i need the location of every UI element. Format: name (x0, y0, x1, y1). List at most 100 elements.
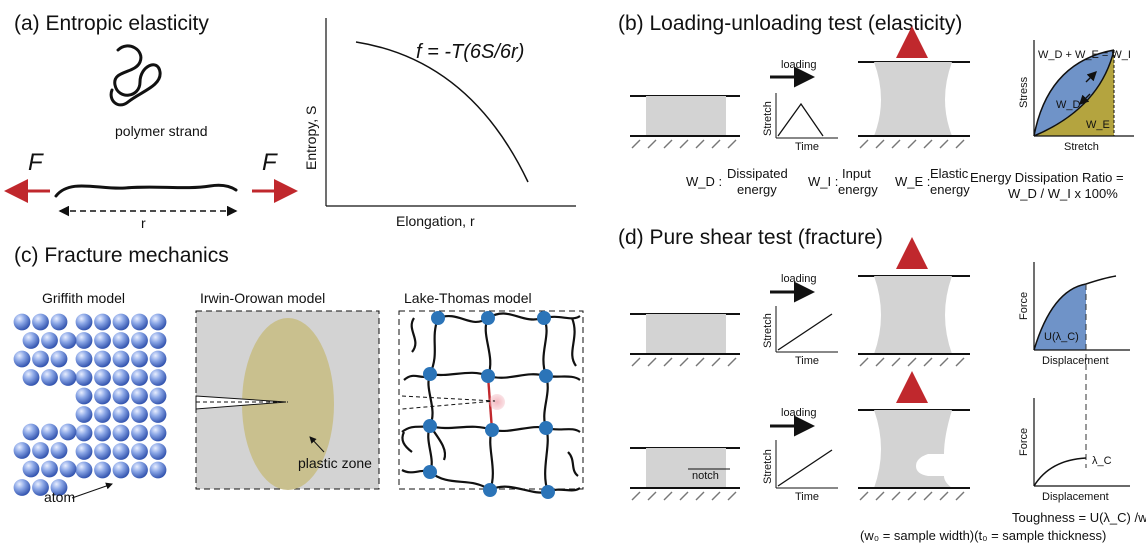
def-wd-symbol: W_D : (686, 174, 722, 189)
atom-icon (149, 369, 167, 386)
atom-icon (112, 332, 130, 349)
griffith-atoms (13, 313, 167, 496)
def-wd-text-1: Dissipated (727, 166, 788, 181)
atom-icon (149, 332, 167, 349)
ratio-line-1: Energy Dissipation Ratio = (970, 170, 1124, 185)
d2-loading-label: loading (781, 407, 816, 419)
ratio-line-2: W_D / W_I x 100% (1008, 186, 1118, 201)
network-node (541, 485, 555, 499)
atom-icon (59, 369, 77, 386)
d2-stretched-hatch (859, 491, 965, 501)
d1-sample (646, 314, 726, 354)
panel-b-title: (b) Loading-unloading test (elasticity) (618, 12, 962, 35)
b-ground-hatch (631, 139, 737, 149)
atom-pointer (71, 482, 113, 499)
d-lambda-label: λ_C (1092, 455, 1112, 467)
b-loading-label: loading (781, 59, 816, 71)
def-we-text-1: Elastic (930, 166, 969, 181)
plastic-pointer (309, 436, 325, 453)
atom-icon (32, 442, 49, 459)
atom-icon (94, 443, 111, 460)
b-stretch-label: Stretch (762, 101, 774, 136)
atom-icon (32, 479, 49, 496)
d1-force-label: Force (1018, 292, 1030, 320)
b-load-direction-icon (1085, 71, 1097, 83)
atom-icon (94, 369, 111, 386)
d1-ramp (777, 313, 833, 351)
length-label: r (141, 215, 146, 231)
d1-loading-label: loading (781, 273, 816, 285)
atom-icon (50, 479, 68, 496)
network-node (483, 483, 497, 497)
def-wi-text-2: energy (838, 182, 878, 197)
atom-icon (131, 406, 148, 423)
b-sample-stretched (874, 62, 952, 136)
atom-icon (94, 387, 111, 405)
atom-icon (22, 460, 40, 478)
atom-icon (22, 423, 40, 441)
d1-stretch-label: Stretch (762, 313, 774, 348)
atom-icon (94, 313, 111, 331)
network-node (431, 311, 445, 325)
atom-icon (13, 350, 31, 368)
atom-icon (75, 369, 93, 386)
d1-time-label: Time (795, 355, 819, 367)
def-wd-text-2: energy (737, 182, 777, 197)
toughness-line-1: Toughness = U(λ_C) /w₀t₀ (1012, 510, 1146, 525)
d1-stretched-hatch (859, 357, 965, 367)
atom-icon (112, 424, 130, 442)
atom-icon (149, 443, 167, 460)
atom-icon (75, 461, 93, 479)
def-we-symbol: W_E : (895, 174, 930, 189)
atom-icon (75, 313, 93, 331)
atom-icon (94, 350, 111, 368)
atom-icon (149, 387, 167, 405)
network-node (485, 423, 499, 437)
d2-ramp (777, 449, 833, 487)
lake-crack (401, 395, 496, 410)
b-stretched-hatch (859, 139, 965, 149)
atom-icon (75, 332, 93, 349)
atom-icon (112, 369, 130, 386)
network-node (423, 465, 437, 479)
panel-d-title: (d) Pure shear test (fracture) (618, 226, 883, 249)
d2-sample-notched (874, 410, 952, 488)
atom-icon (112, 313, 130, 331)
atom-icon (131, 332, 148, 349)
atom-icon (112, 387, 130, 405)
toughness-line-2: (w₀ = sample width)(t₀ = sample thicknes… (860, 528, 1106, 543)
b-we-label: W_E (1086, 119, 1110, 131)
network-node (539, 369, 553, 383)
lake-label: Lake-Thomas model (404, 290, 532, 306)
atom-icon (149, 313, 167, 331)
panel-a-title: (a) Entropic elasticity (14, 12, 209, 35)
atom-icon (149, 406, 167, 423)
atom-icon (131, 424, 148, 442)
atom-icon (75, 350, 93, 368)
d2-force-label: Force (1018, 428, 1030, 456)
atom-icon (131, 461, 148, 479)
b-wd-label: W_D (1056, 99, 1081, 111)
network-node (537, 311, 551, 325)
atom-icon (112, 443, 130, 460)
atom-icon (41, 332, 58, 349)
d2-stretch-label: Stretch (762, 449, 774, 484)
irwin-label: Irwin-Orowan model (200, 290, 325, 306)
d1-sample-stretched (874, 276, 952, 354)
network-node (539, 421, 553, 435)
entropy-curve (355, 41, 529, 183)
atom-icon (13, 479, 31, 496)
network-nodes (423, 311, 555, 499)
atom-icon (41, 460, 58, 478)
entropy-y-label: Entropy, S (303, 106, 319, 170)
atom-icon (59, 332, 77, 349)
atom-icon (149, 424, 167, 442)
atom-icon (13, 313, 31, 331)
atom-icon (94, 406, 111, 423)
b-stretch-x-label: Stretch (1064, 141, 1099, 153)
d-u-label: U(λ_C) (1044, 331, 1079, 343)
d2-ground-hatch (631, 491, 737, 501)
b-loading-curve (1033, 49, 1115, 137)
